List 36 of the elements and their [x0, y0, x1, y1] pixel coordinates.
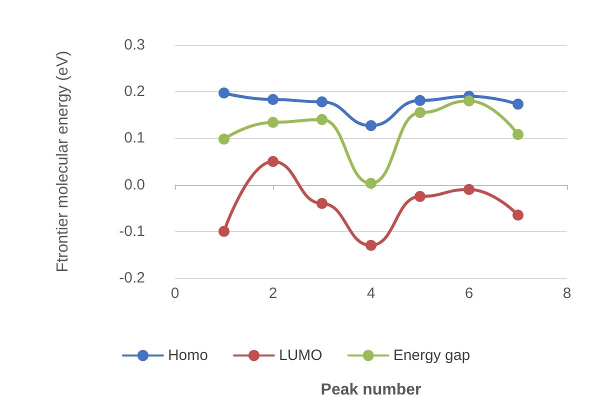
y-tick-label: 0.1 — [124, 130, 145, 147]
point — [268, 116, 278, 128]
y-tick-label: 0.3 — [124, 36, 145, 54]
legend-label: LUMO — [278, 347, 322, 364]
point — [218, 134, 230, 145]
point — [316, 198, 328, 209]
point — [316, 96, 328, 108]
point — [512, 210, 524, 221]
x-tick-label: 0 — [170, 285, 180, 302]
point — [464, 95, 474, 106]
point — [414, 107, 426, 118]
point — [366, 120, 376, 132]
point — [316, 114, 328, 126]
point — [268, 156, 278, 167]
x-tick-label: 8 — [562, 285, 572, 302]
point — [366, 178, 376, 189]
point — [366, 240, 376, 251]
legend-label: Homo — [168, 347, 208, 364]
x-tick-label: 4 — [366, 285, 376, 302]
y-tick-label: -0.2 — [119, 270, 145, 286]
x-tick-label: 6 — [464, 285, 474, 302]
point — [512, 98, 524, 110]
x-tick-label: 2 — [268, 285, 278, 302]
point — [512, 128, 524, 140]
point — [414, 94, 426, 106]
point — [218, 88, 230, 98]
legend-label: Energy gap — [393, 347, 470, 364]
point — [464, 184, 474, 195]
point — [218, 226, 230, 237]
y-tick-label: 0.2 — [124, 83, 145, 100]
y-tick-label: -0.1 — [119, 222, 145, 240]
x-axis-title: Peak number — [320, 382, 422, 398]
y-tick-label: 0.0 — [124, 176, 145, 194]
point — [414, 190, 426, 202]
point — [268, 94, 278, 106]
y-axis-title: Ftrontier molecular energy (eV) — [54, 50, 72, 272]
